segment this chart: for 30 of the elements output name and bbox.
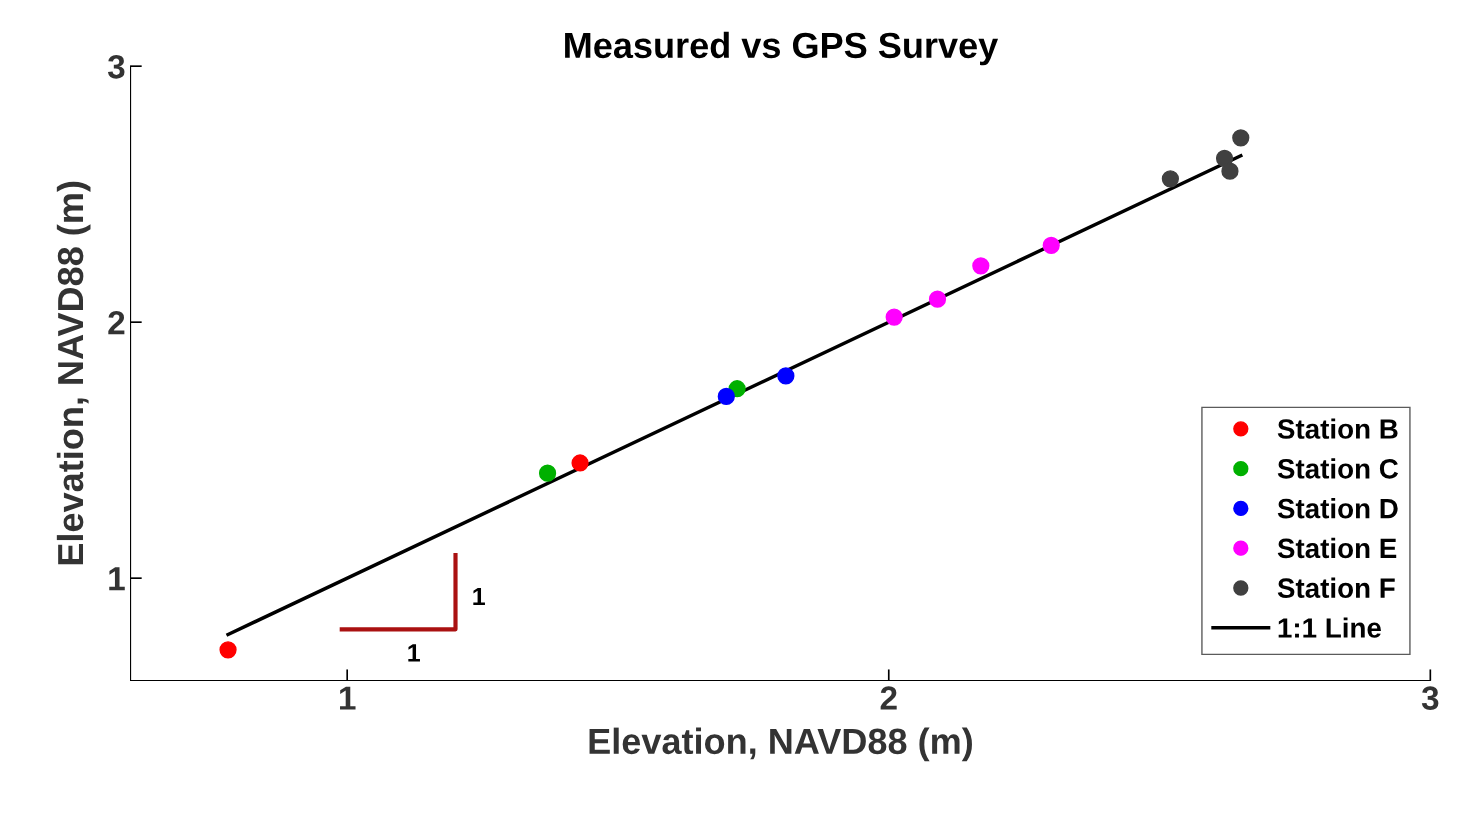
legend-label: Station B	[1277, 418, 1398, 439]
point	[885, 308, 903, 326]
point	[1232, 129, 1250, 147]
point	[777, 367, 795, 385]
y-tick-label: 2	[108, 310, 125, 335]
point	[571, 454, 589, 472]
point	[928, 290, 947, 308]
point	[219, 641, 237, 659]
y-tick-label: 1	[109, 567, 125, 591]
point	[1042, 236, 1060, 254]
annotation: 1	[473, 587, 485, 606]
point	[717, 387, 735, 406]
chart-title: Measured vs GPS Survey	[565, 31, 999, 66]
annotation: 1	[408, 644, 420, 662]
x-tick-label: 1	[340, 686, 356, 710]
point	[972, 257, 990, 275]
legend-label: Station C	[1277, 458, 1399, 479]
point	[1215, 149, 1234, 167]
y-tick-label: 3	[107, 54, 125, 79]
legend-label: Station F	[1277, 577, 1395, 598]
x-tick-label: 2	[880, 686, 897, 710]
y-axis-title: Elevation, NAVD88 (m)	[56, 181, 91, 565]
x-axis-title: Elevation, NAVD88 (m)	[589, 727, 972, 762]
legend-label: Station D	[1277, 498, 1398, 519]
legend-label: Station E	[1277, 537, 1397, 559]
point	[1161, 170, 1179, 188]
point	[1221, 162, 1239, 180]
legend-label: 1:1 Line	[1278, 617, 1381, 638]
point	[538, 464, 557, 482]
x-tick-label: 3	[1421, 686, 1439, 710]
